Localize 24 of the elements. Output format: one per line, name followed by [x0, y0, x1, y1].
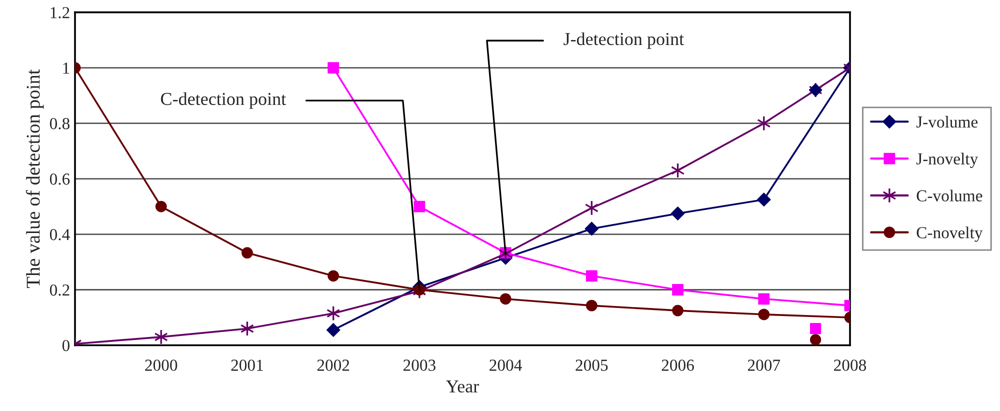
x-tick-label: 2006	[662, 360, 694, 371]
y-tick-label: 0.4	[50, 228, 70, 240]
x-tick-label: 2005	[576, 360, 608, 371]
y-tick-label: 0.2	[50, 284, 70, 296]
x-axis-title: Year	[446, 380, 479, 393]
x-tick-label: 2003	[404, 360, 436, 371]
x-tick-label: 2007	[748, 360, 780, 371]
x-tick-label: 2004	[490, 360, 522, 371]
y-tick-label: 1.2	[50, 7, 70, 18]
y-tick-label: 1	[63, 62, 70, 74]
annotation: C-detection point	[160, 92, 286, 109]
x-tick-label: 2002	[317, 360, 350, 371]
y-tick-label: 0	[62, 340, 70, 352]
legend-label: J-novelty	[916, 152, 978, 168]
x-tick-label: 2001	[231, 360, 263, 371]
y-axis-title: The value of detection point	[26, 69, 44, 288]
x-tick-label: 2000	[145, 360, 178, 371]
annotation: J-detection point	[564, 32, 684, 49]
legend-label: J-volume	[916, 116, 978, 128]
legend-label: C-novelty	[916, 226, 983, 242]
legend-label: C-volume	[916, 190, 982, 202]
x-tick-label: 2008	[834, 360, 866, 371]
y-tick-label: 0.6	[50, 173, 70, 185]
y-tick-label: 0.8	[50, 118, 70, 130]
